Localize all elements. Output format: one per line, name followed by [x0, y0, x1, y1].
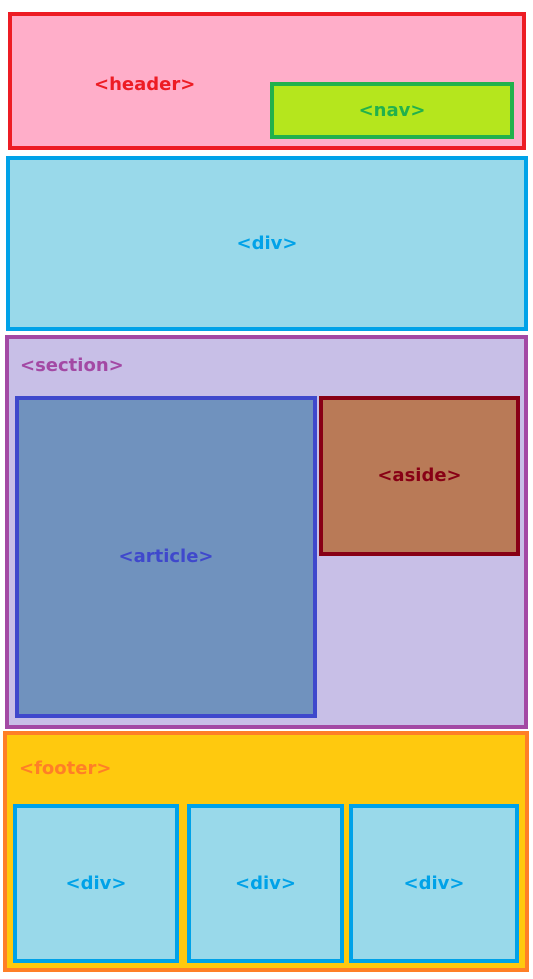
header-block: <header> — [8, 12, 526, 150]
footer-div-label: <div> — [403, 872, 465, 894]
header-label: <header> — [94, 74, 196, 95]
section-label: <section> — [20, 355, 124, 376]
footer-div-block: <div> — [13, 804, 179, 963]
aside-block: <aside> — [319, 396, 520, 556]
nav-label: <nav> — [358, 99, 426, 121]
aside-label: <aside> — [377, 465, 462, 486]
article-label: <article> — [118, 546, 214, 567]
footer-div-block: <div> — [349, 804, 519, 963]
article-block: <article> — [15, 396, 317, 718]
footer-div-label: <div> — [65, 872, 127, 894]
footer-div-label: <div> — [235, 872, 296, 894]
nav-block: <nav> — [270, 82, 514, 139]
footer-label: <footer> — [19, 758, 112, 779]
footer-div-block: <div> — [187, 804, 344, 963]
div-label: <div> — [236, 232, 298, 254]
div-block: <div> — [6, 156, 528, 331]
